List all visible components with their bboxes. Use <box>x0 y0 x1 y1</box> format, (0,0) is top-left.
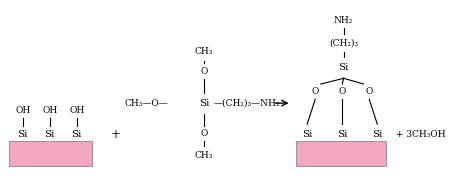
Text: CH₃: CH₃ <box>195 151 213 160</box>
Text: CH₃: CH₃ <box>195 47 213 56</box>
Bar <box>9 141 92 166</box>
Text: O: O <box>365 87 373 96</box>
Text: Si: Si <box>45 130 55 139</box>
Text: +: + <box>111 128 121 141</box>
Text: Si: Si <box>302 130 312 139</box>
Text: NH₂: NH₂ <box>334 15 353 25</box>
Text: CH₃—O—: CH₃—O— <box>125 99 168 108</box>
Bar <box>296 141 386 166</box>
Text: Si: Si <box>338 63 349 72</box>
Text: Si: Si <box>18 130 28 139</box>
Text: Si: Si <box>199 99 209 108</box>
Text: Si: Si <box>72 130 82 139</box>
Text: Si: Si <box>337 130 347 139</box>
Text: (CH₂)₃: (CH₂)₃ <box>329 38 358 48</box>
Text: Si: Si <box>372 130 383 139</box>
Text: O: O <box>338 87 346 96</box>
Text: —(CH₂)₃—NH₂: —(CH₂)₃—NH₂ <box>213 99 280 108</box>
Text: OH: OH <box>69 106 84 115</box>
Text: O: O <box>311 87 319 96</box>
Text: O: O <box>200 129 208 138</box>
Text: + 3CH₃OH: + 3CH₃OH <box>396 130 446 139</box>
Text: OH: OH <box>15 106 30 115</box>
Text: OH: OH <box>42 106 57 115</box>
Text: O: O <box>200 67 208 76</box>
